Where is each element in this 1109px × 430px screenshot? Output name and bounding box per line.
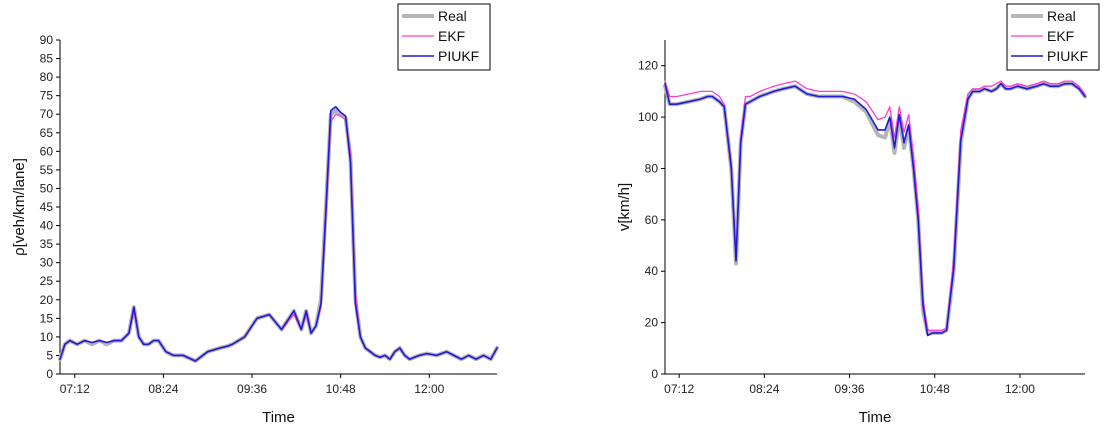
- chart1-x-tick-label: 07:12: [60, 382, 90, 396]
- chart1-y-tick-label: 85: [40, 52, 54, 66]
- chart1-y-tick-label: 45: [40, 200, 54, 214]
- chart1-y-tick-label: 20: [40, 293, 54, 307]
- chart2-y-tick-label: 20: [645, 316, 659, 330]
- chart2-x-axis-label: Time: [859, 409, 892, 426]
- chart1-x-tick-label: 08:24: [148, 382, 178, 396]
- chart1-y-tick-label: 0: [46, 367, 53, 381]
- chart2-x-tick-label: 10:48: [920, 382, 950, 396]
- chart1-y-tick-label: 40: [40, 219, 54, 233]
- chart2-x-tick-label: 08:24: [749, 382, 779, 396]
- chart2-x-tick-label: 12:00: [1005, 382, 1035, 396]
- chart2-series-real: [663, 81, 1087, 335]
- chart1-y-tick-label: 15: [40, 311, 54, 325]
- chart2-x-tick-label: 07:12: [664, 382, 694, 396]
- chart2-y-tick-label: 0: [651, 367, 658, 381]
- chart1-y-tick-label: 55: [40, 163, 54, 177]
- chart1-y-tick-label: 65: [40, 126, 54, 140]
- chart1-y-tick-label: 50: [40, 181, 54, 195]
- chart2-legend-label-real: Real: [1047, 8, 1076, 24]
- chart1-y-tick-label: 30: [40, 256, 54, 270]
- chart1-x-axis-label: Time: [262, 409, 295, 426]
- chart1-series-piukf: [59, 106, 498, 362]
- chart1-y-tick-label: 90: [40, 33, 54, 47]
- chart2-y-tick-label: 120: [638, 59, 658, 73]
- chart2-x-tick-label: 09:36: [835, 382, 865, 396]
- chart1-legend-label-ekf: EKF: [438, 28, 465, 44]
- chart2-y-tick-label: 80: [645, 161, 659, 175]
- chart1-y-axis-label: ρ[veh/km/lane]: [11, 158, 28, 256]
- chart1-y-tick-label: 25: [40, 274, 54, 288]
- chart1-x-tick-label: 09:36: [237, 382, 267, 396]
- chart2-y-axis-label: v[km/h]: [616, 183, 633, 231]
- chart1-series-real: [58, 108, 499, 363]
- chart1-y-tick-label: 10: [40, 330, 54, 344]
- chart2-y-tick-label: 60: [645, 213, 659, 227]
- chart2-series-ekf: [664, 80, 1086, 331]
- chart1-legend-label-piukf: PIUKF: [438, 48, 479, 64]
- chart1-legend-label-real: Real: [438, 8, 467, 24]
- chart1-x-tick-label: 12:00: [414, 382, 444, 396]
- chart2-y-tick-label: 100: [638, 110, 658, 124]
- chart2-legend-label-piukf: PIUKF: [1047, 48, 1088, 64]
- chart1-y-tick-label: 75: [40, 89, 54, 103]
- chart2-series-piukf: [664, 82, 1086, 337]
- chart1-y-tick-label: 80: [40, 70, 54, 84]
- chart1-y-tick-label: 60: [40, 144, 54, 158]
- chart2-y-tick-label: 40: [645, 264, 659, 278]
- chart2-legend-label-ekf: EKF: [1047, 28, 1074, 44]
- chart1-y-tick-label: 70: [40, 107, 54, 121]
- chart1-x-tick-label: 10:48: [326, 382, 356, 396]
- chart1-y-tick-label: 5: [46, 348, 53, 362]
- chart1-y-tick-label: 35: [40, 237, 54, 251]
